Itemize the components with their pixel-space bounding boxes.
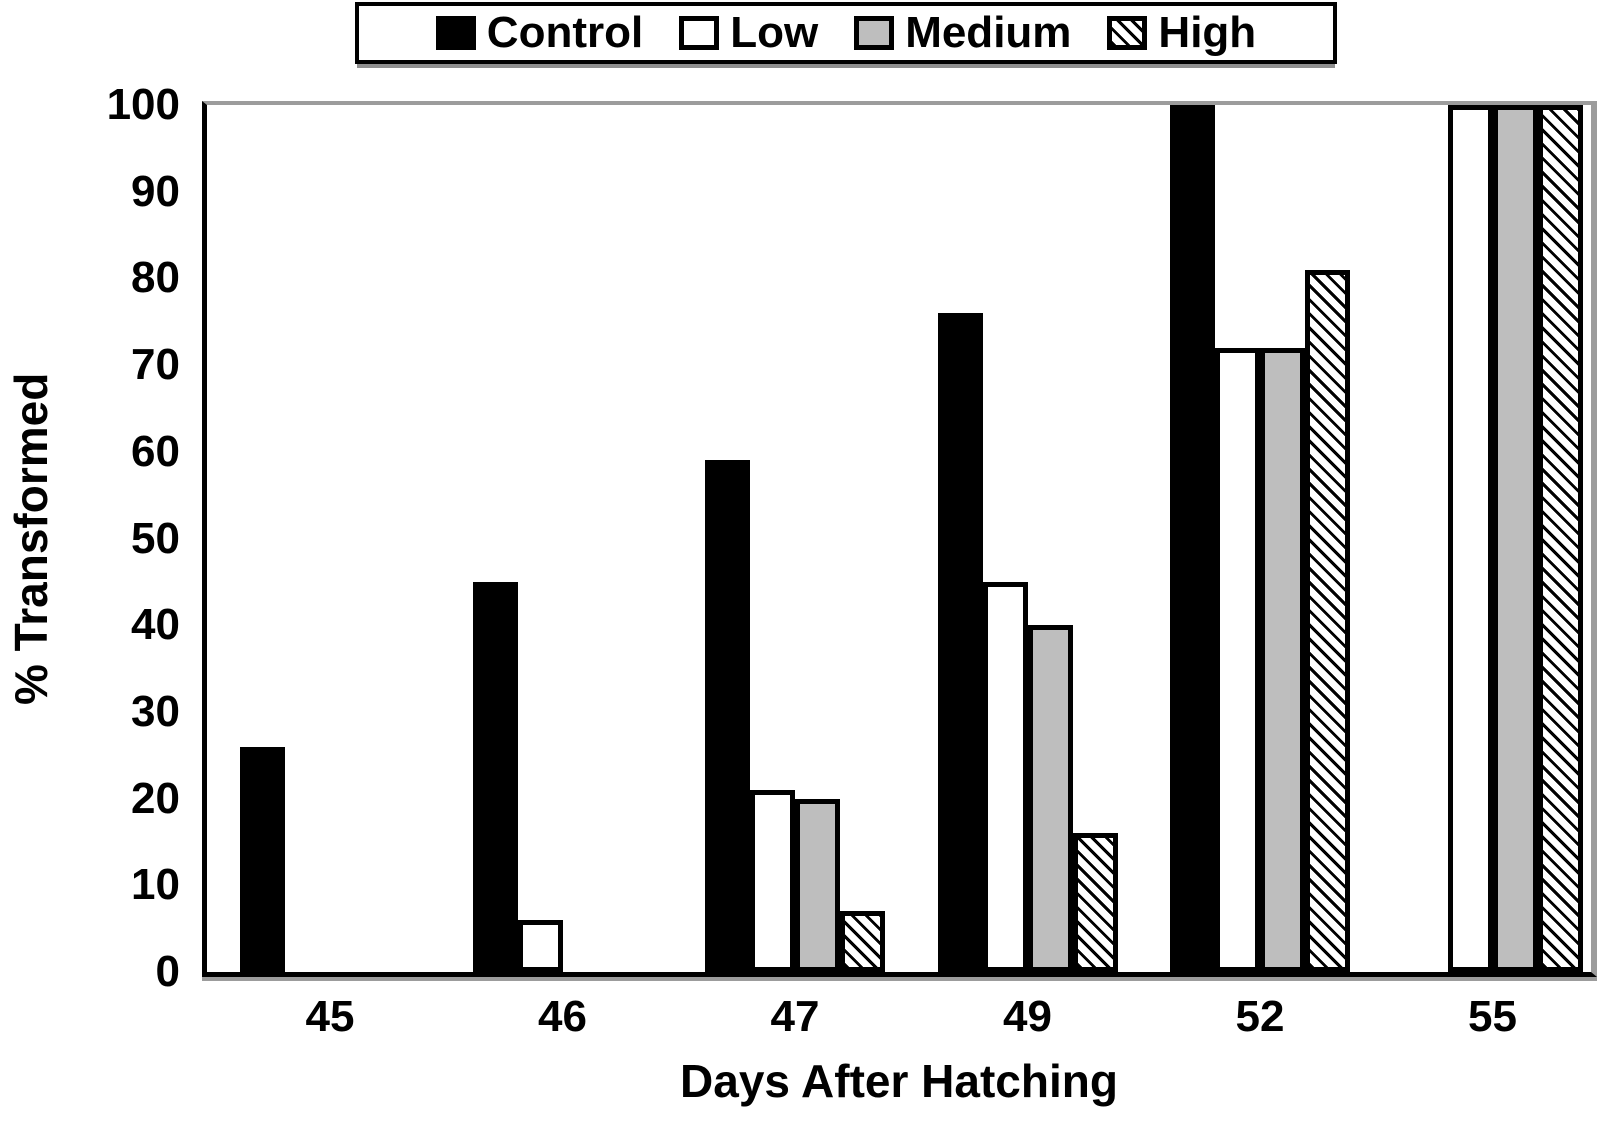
bar-slot-control-45	[240, 747, 285, 972]
bar-slot-low-47	[750, 790, 795, 972]
bar-control-46	[472, 582, 518, 972]
bar-medium-49	[1027, 625, 1073, 972]
legend-item-high: High	[1107, 11, 1256, 55]
legend-swatch-low-icon	[679, 16, 720, 50]
bar-low-55	[1447, 105, 1493, 972]
legend-swatch-high-icon	[1107, 16, 1148, 50]
bar-medium-52	[1260, 348, 1305, 972]
bar-control-47	[705, 460, 750, 972]
bar-slot-control-46	[472, 582, 518, 972]
bar-slot-medium-49	[1027, 625, 1073, 972]
bar-slot-control-49	[937, 313, 983, 972]
bar-low-46	[517, 920, 563, 972]
bar-high-47	[840, 911, 885, 972]
bar-slot-medium-52	[1260, 348, 1305, 972]
y-tick-100: 100	[106, 80, 180, 129]
x-axis-title: Days After Hatching	[680, 1055, 1118, 1107]
y-tick-80: 80	[131, 253, 180, 303]
legend-label-low: Low	[730, 8, 819, 57]
bar-medium-55	[1492, 105, 1538, 972]
legend-item-control: Control	[435, 8, 644, 57]
x-tick-45: 45	[305, 992, 355, 1041]
bar-slot-control-52	[1170, 105, 1215, 972]
bar-group-52	[1170, 105, 1350, 972]
bar-slot-high-47	[840, 911, 885, 972]
y-tick-50: 50	[131, 513, 180, 563]
y-tick-90: 90	[131, 166, 180, 216]
y-tick-70: 70	[131, 340, 180, 390]
bar-medium-47	[795, 799, 840, 972]
y-tick-20: 20	[131, 773, 180, 823]
x-tick-49: 49	[1003, 992, 1052, 1041]
bar-high-49	[1072, 833, 1118, 972]
bar-slot-low-55	[1447, 105, 1493, 972]
y-tick-40: 40	[131, 600, 180, 650]
legend-label-high: High	[1158, 8, 1257, 57]
y-tick-0: 0	[155, 947, 180, 996]
bar-high-52	[1305, 270, 1350, 972]
bar-control-52	[1170, 105, 1215, 972]
bar-group-47	[705, 105, 885, 972]
legend-label-medium: Medium	[905, 8, 1072, 57]
bar-slot-low-46	[517, 920, 563, 972]
bar-high-55	[1537, 105, 1583, 972]
bar-group-45	[240, 105, 420, 972]
legend-swatch-medium-icon	[854, 16, 895, 50]
chart-legend: Control Low Medium High	[355, 2, 1337, 64]
x-tick-55: 55	[1468, 992, 1517, 1041]
bar-slot-control-47	[705, 460, 750, 972]
bar-low-52	[1215, 348, 1260, 972]
bar-group-46	[472, 105, 653, 972]
bar-low-49	[982, 582, 1028, 972]
legend-item-low: Low	[679, 11, 818, 55]
legend-swatch-control-icon	[435, 16, 476, 50]
legend-item-medium: Medium	[854, 11, 1071, 55]
y-tick-30: 30	[131, 686, 180, 736]
bar-slot-medium-47	[795, 799, 840, 972]
bar-control-45	[240, 747, 285, 972]
legend-label-control: Control	[486, 8, 644, 57]
bar-slot-high-52	[1305, 270, 1350, 972]
y-tick-10: 10	[131, 860, 180, 910]
bar-group-55	[1403, 105, 1583, 972]
y-tick-60: 60	[131, 426, 180, 476]
bar-slot-low-49	[982, 582, 1028, 972]
bar-low-47	[750, 790, 795, 972]
bar-slot-medium-55	[1492, 105, 1538, 972]
bar-slot-high-49	[1072, 833, 1118, 972]
plot-area	[202, 101, 1597, 977]
bar-control-49	[937, 313, 983, 972]
x-tick-52: 52	[1235, 992, 1285, 1041]
bar-slot-low-52	[1215, 348, 1260, 972]
bar-group-49	[937, 105, 1118, 972]
bar-slot-high-55	[1537, 105, 1583, 972]
x-tick-47: 47	[770, 992, 820, 1041]
y-axis-tick-labels: 0 10 20 30 40 50 60 70 80 90 100	[58, 83, 180, 994]
x-tick-46: 46	[538, 992, 587, 1041]
x-axis-tick-labels: 45 46 47 49 52 55	[207, 995, 1591, 1043]
